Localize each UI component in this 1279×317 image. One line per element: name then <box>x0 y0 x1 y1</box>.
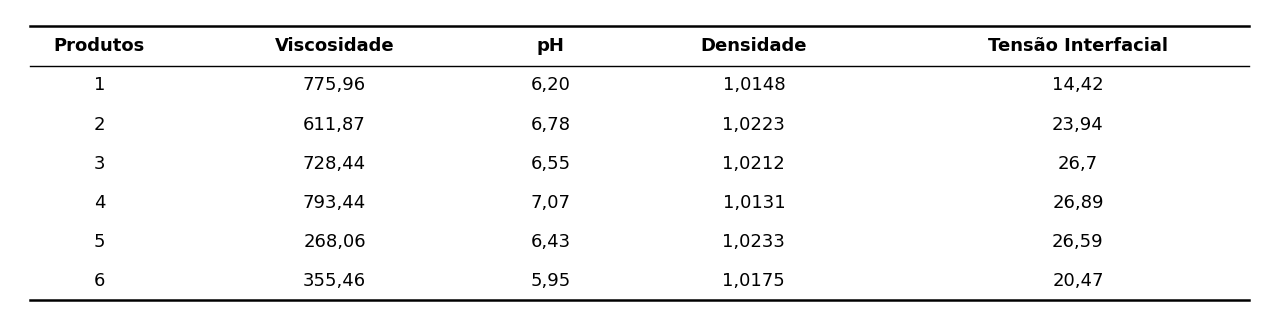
Text: 26,59: 26,59 <box>1053 233 1104 251</box>
Text: 20,47: 20,47 <box>1053 272 1104 290</box>
Text: 1,0131: 1,0131 <box>723 194 785 212</box>
Text: 14,42: 14,42 <box>1053 76 1104 94</box>
Text: 5: 5 <box>93 233 105 251</box>
Text: 1,0223: 1,0223 <box>723 116 785 133</box>
Text: Tensão Interfacial: Tensão Interfacial <box>987 37 1168 55</box>
Text: 5,95: 5,95 <box>531 272 570 290</box>
Text: 1,0233: 1,0233 <box>723 233 785 251</box>
Text: 23,94: 23,94 <box>1053 116 1104 133</box>
Text: 6,20: 6,20 <box>531 76 570 94</box>
Text: 775,96: 775,96 <box>303 76 366 94</box>
Text: 6,43: 6,43 <box>531 233 570 251</box>
Text: 26,89: 26,89 <box>1053 194 1104 212</box>
Text: 3: 3 <box>93 155 105 173</box>
Text: 6,55: 6,55 <box>531 155 570 173</box>
Text: Produtos: Produtos <box>54 37 145 55</box>
Text: 611,87: 611,87 <box>303 116 366 133</box>
Text: 7,07: 7,07 <box>531 194 570 212</box>
Text: 793,44: 793,44 <box>303 194 366 212</box>
Text: pH: pH <box>537 37 564 55</box>
Text: 355,46: 355,46 <box>303 272 366 290</box>
Text: 2: 2 <box>93 116 105 133</box>
Text: Viscosidade: Viscosidade <box>275 37 394 55</box>
Text: 728,44: 728,44 <box>303 155 366 173</box>
Text: 26,7: 26,7 <box>1058 155 1097 173</box>
Text: 6,78: 6,78 <box>531 116 570 133</box>
Text: 268,06: 268,06 <box>303 233 366 251</box>
Text: 4: 4 <box>93 194 105 212</box>
Text: 1,0212: 1,0212 <box>723 155 785 173</box>
Text: 1,0175: 1,0175 <box>723 272 785 290</box>
Text: 6: 6 <box>93 272 105 290</box>
Text: 1,0148: 1,0148 <box>723 76 785 94</box>
Text: 1: 1 <box>93 76 105 94</box>
Text: Densidade: Densidade <box>701 37 807 55</box>
